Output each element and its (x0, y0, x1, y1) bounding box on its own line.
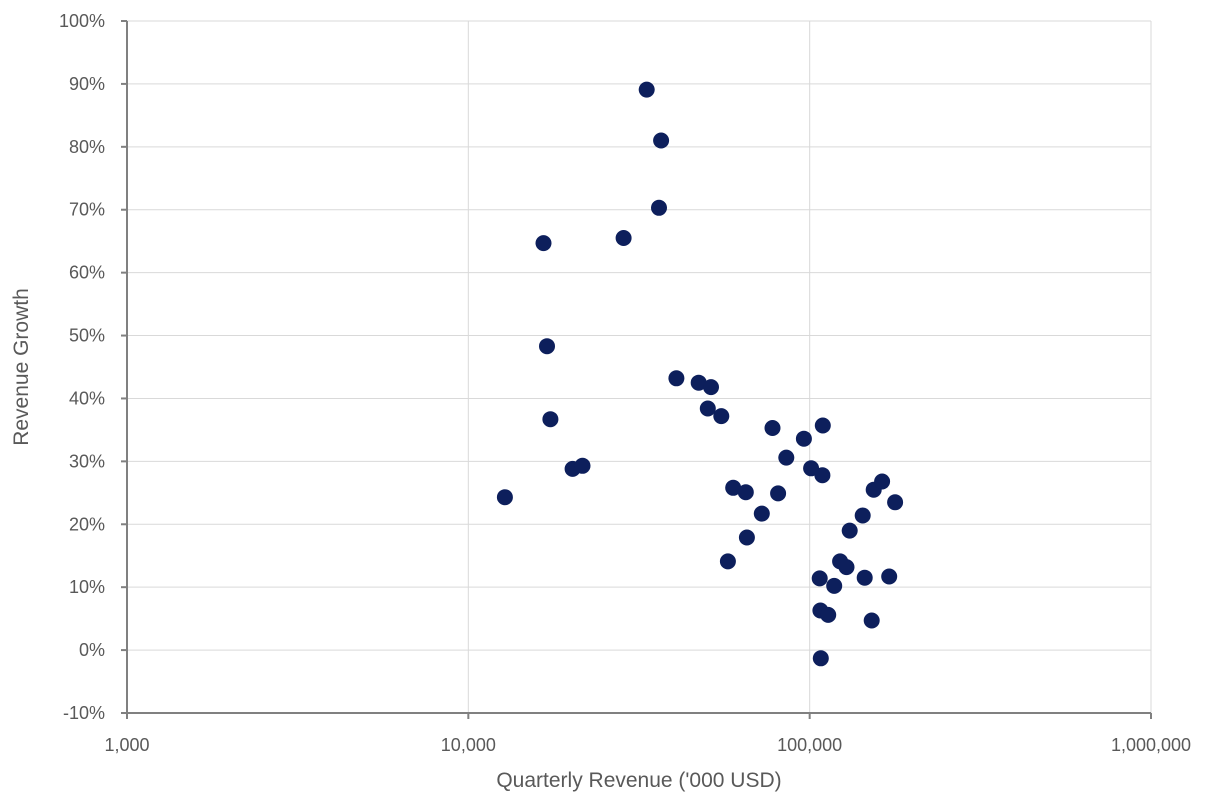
axes (126, 21, 1151, 714)
y-tick-label: 70% (69, 200, 105, 220)
y-tick-label: 60% (69, 263, 105, 283)
data-point (651, 199, 667, 216)
x-axis-title: Quarterly Revenue ('000 USD) (496, 769, 781, 792)
x-tick-label: 1,000 (104, 735, 149, 755)
data-point (542, 411, 559, 428)
data-point (719, 553, 736, 570)
data-point (713, 408, 730, 425)
data-point (668, 370, 685, 387)
data-point (854, 507, 871, 524)
data-point (838, 559, 855, 576)
data-point (690, 374, 707, 391)
data-point (539, 338, 555, 355)
y-tick-label: 10% (69, 577, 105, 597)
y-tick-label: 0% (79, 640, 105, 660)
data-point (638, 81, 655, 98)
data-point (887, 494, 904, 511)
data-point (535, 235, 552, 252)
data-point (814, 417, 831, 434)
y-axis-title: Revenue Growth (10, 288, 33, 446)
data-point (770, 485, 787, 502)
data-point (737, 484, 754, 501)
data-point (738, 529, 755, 546)
y-tick-label: 30% (69, 451, 105, 471)
tick-marks-and-labels: -10% 0% 10% 20% 30% 40% 50% 60% 70% 80% 90% 100% 1,0… (59, 11, 1191, 755)
x-tick-label: 100,000 (777, 735, 842, 755)
y-tick-label: 20% (69, 514, 105, 534)
y-tick-label: 80% (69, 137, 105, 157)
data-point (874, 473, 891, 490)
data-point (863, 612, 880, 629)
y-tick-label: 40% (69, 388, 105, 408)
data-point (812, 650, 829, 667)
data-point (699, 400, 716, 417)
data-point (496, 489, 513, 506)
data-point (725, 479, 742, 496)
x-tick-label: 1,000,000 (1111, 735, 1191, 755)
data-point (881, 568, 898, 585)
data-point (778, 449, 795, 466)
y-tick-label: -10% (63, 703, 105, 723)
data-point (703, 379, 719, 396)
data-point (811, 570, 828, 587)
data-points (496, 81, 904, 667)
data-point (764, 420, 781, 436)
data-point (814, 467, 831, 484)
y-tick-label: 50% (69, 326, 105, 346)
data-point (653, 132, 670, 149)
x-tick-label: 10,000 (441, 735, 496, 755)
data-point (615, 230, 632, 246)
gridlines (127, 20, 1152, 713)
data-point (841, 522, 858, 539)
data-point (574, 457, 591, 474)
data-point (795, 430, 812, 447)
data-point (753, 505, 770, 522)
data-point (856, 569, 873, 586)
y-tick-label: 100% (59, 11, 105, 31)
y-tick-label: 90% (69, 74, 105, 94)
data-point (826, 577, 843, 594)
data-point (820, 606, 837, 623)
